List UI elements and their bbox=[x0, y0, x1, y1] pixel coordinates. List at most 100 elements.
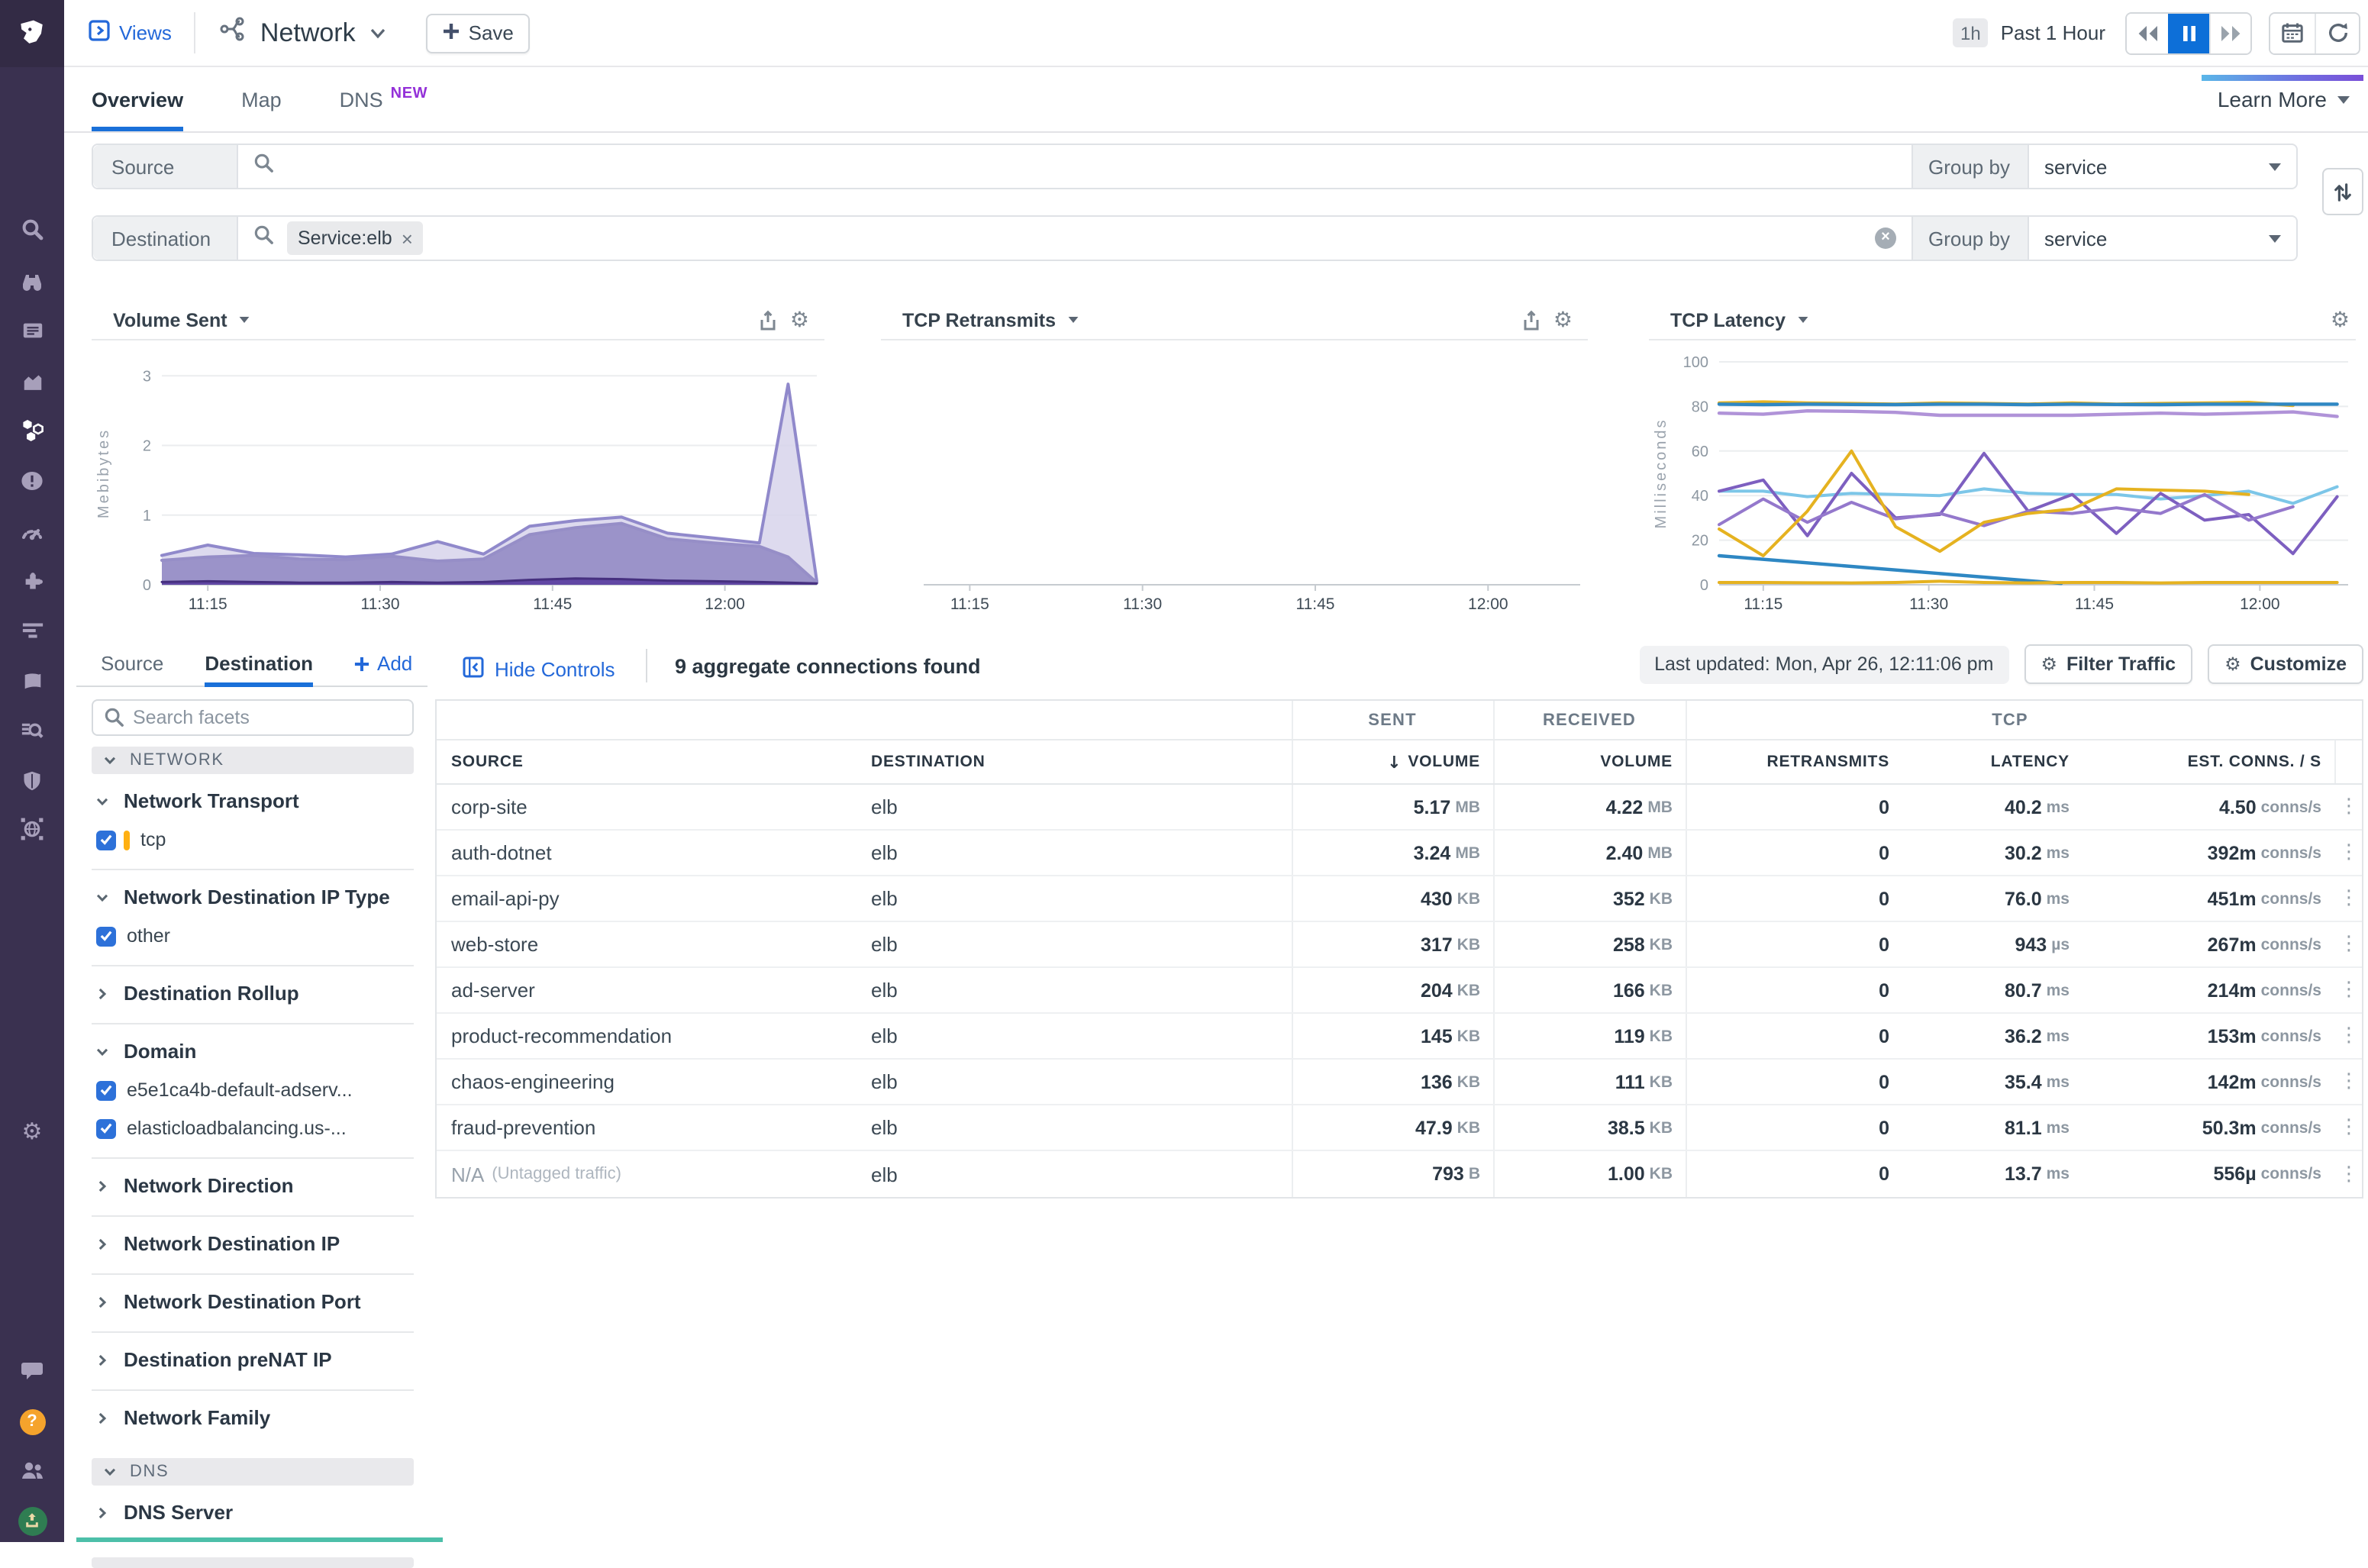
facet-header[interactable]: DNS Server bbox=[92, 1501, 414, 1524]
time-range-label[interactable]: Past 1 Hour bbox=[2001, 21, 2105, 44]
facet-header[interactable]: Network Destination IP Type bbox=[92, 886, 414, 908]
col-received-volume[interactable]: VOLUME bbox=[1492, 740, 1685, 783]
col-retransmits[interactable]: RETRANSMITS bbox=[1685, 740, 1902, 783]
upgrade-icon[interactable] bbox=[0, 1499, 64, 1542]
swap-source-destination-button[interactable] bbox=[2322, 168, 2363, 215]
save-button[interactable]: Save bbox=[426, 13, 531, 53]
chevron-down-icon[interactable] bbox=[1068, 317, 1078, 323]
export-icon[interactable] bbox=[758, 309, 779, 331]
datadog-logo[interactable] bbox=[0, 0, 64, 67]
filter-traffic-button[interactable]: ⚙Filter Traffic bbox=[2024, 644, 2192, 684]
table-row[interactable]: N/A (Untagged traffic)elb793B1.00KB013.7… bbox=[436, 1151, 2361, 1197]
panel-tab-destination[interactable]: Destination bbox=[205, 641, 313, 686]
tab-map[interactable]: Map bbox=[241, 67, 282, 131]
row-menu-kebab-icon[interactable]: ⋮ bbox=[2334, 831, 2364, 875]
facet-header[interactable]: Destination preNAT IP bbox=[92, 1348, 414, 1371]
clear-query-icon[interactable]: × bbox=[1875, 227, 1896, 249]
destination-group-by-select[interactable]: service bbox=[2028, 217, 2296, 260]
nav-watchdog-binoculars-icon[interactable] bbox=[0, 260, 64, 302]
export-icon[interactable] bbox=[1521, 309, 1543, 331]
row-menu-kebab-icon[interactable]: ⋮ bbox=[2334, 968, 2364, 1012]
hide-controls-link[interactable]: Hide Controls bbox=[463, 657, 615, 682]
source-group-by-select[interactable]: service bbox=[2028, 145, 2296, 188]
table-row[interactable]: chaos-engineeringelb136KB111KB035.4ms142… bbox=[436, 1060, 2361, 1105]
calendar-button[interactable] bbox=[2270, 13, 2315, 53]
table-row[interactable]: fraud-preventionelb47.9KB38.5KB081.1ms50… bbox=[436, 1105, 2361, 1151]
nav-metrics-icon[interactable] bbox=[0, 359, 64, 402]
facet-checkbox[interactable] bbox=[96, 830, 116, 850]
row-menu-kebab-icon[interactable]: ⋮ bbox=[2334, 876, 2364, 921]
nav-settings-gear-icon[interactable]: ⚙ bbox=[0, 1110, 64, 1153]
nav-dashboards-icon[interactable] bbox=[0, 308, 64, 351]
table-row[interactable]: web-storeelb317KB258KB0943µs267mconns/s⋮ bbox=[436, 922, 2361, 968]
facet-checkbox[interactable] bbox=[96, 926, 116, 946]
col-source[interactable]: SOURCE bbox=[436, 740, 856, 783]
facet-option[interactable]: elasticloadbalancing.us-... bbox=[92, 1118, 414, 1139]
chat-bubble-icon[interactable] bbox=[0, 1350, 64, 1392]
nav-notebooks-icon[interactable] bbox=[0, 660, 64, 702]
facet-option[interactable]: other bbox=[92, 925, 414, 947]
facet-option[interactable]: tcp bbox=[92, 829, 414, 850]
help-icon[interactable]: ? bbox=[0, 1400, 64, 1443]
pause-button[interactable] bbox=[2168, 13, 2209, 53]
facet-checkbox[interactable] bbox=[96, 1118, 116, 1138]
rewind-button[interactable] bbox=[2127, 13, 2168, 53]
remove-chip-icon[interactable]: × bbox=[402, 228, 413, 248]
gear-icon[interactable]: ⚙ bbox=[2331, 309, 2350, 331]
chart-title-dropdown[interactable]: TCP Latency bbox=[1670, 309, 1786, 331]
nav-integrations-puzzle-icon[interactable] bbox=[0, 560, 64, 603]
col-destination[interactable]: DESTINATION bbox=[856, 740, 1291, 783]
destination-search-input[interactable] bbox=[437, 227, 1861, 250]
row-menu-kebab-icon[interactable]: ⋮ bbox=[2334, 1014, 2364, 1058]
facet-checkbox[interactable] bbox=[96, 1080, 116, 1100]
nav-service-map-icon[interactable] bbox=[0, 409, 64, 452]
refresh-button[interactable] bbox=[2315, 13, 2359, 53]
time-preset-badge[interactable]: 1h bbox=[1953, 18, 1989, 47]
learn-more-dropdown[interactable]: Learn More bbox=[2218, 87, 2350, 111]
row-menu-kebab-icon[interactable]: ⋮ bbox=[2334, 785, 2364, 829]
table-row[interactable]: auth-dotnetelb3.24MB2.40MB030.2ms392mcon… bbox=[436, 831, 2361, 876]
nav-apm-traces-icon[interactable] bbox=[0, 609, 64, 652]
views-button[interactable]: Views bbox=[89, 20, 172, 46]
col-sent-volume[interactable]: ↓VOLUME bbox=[1291, 740, 1492, 783]
table-row[interactable]: product-recommendationelb145KB119KB036.2… bbox=[436, 1014, 2361, 1060]
nav-security-shield-icon[interactable] bbox=[0, 759, 64, 802]
facet-header[interactable]: Network Family bbox=[92, 1406, 414, 1429]
filter-chip-service-elb[interactable]: Service:elb × bbox=[287, 221, 424, 255]
facet-header[interactable]: Network Transport bbox=[92, 789, 414, 812]
source-search-input[interactable] bbox=[287, 155, 1911, 178]
row-menu-kebab-icon[interactable]: ⋮ bbox=[2334, 922, 2364, 966]
facet-group-dns[interactable]: DNS bbox=[92, 1458, 414, 1486]
facet-group-network[interactable]: NETWORK bbox=[92, 747, 414, 774]
table-row[interactable]: email-api-pyelb430KB352KB076.0ms451mconn… bbox=[436, 876, 2361, 922]
facet-header[interactable]: Network Direction bbox=[92, 1174, 414, 1197]
gear-icon[interactable]: ⚙ bbox=[790, 309, 809, 331]
chevron-down-icon[interactable] bbox=[239, 317, 249, 323]
col-est-conns[interactable]: EST. CONNS. / S bbox=[2082, 740, 2334, 783]
facet-header[interactable]: Network Destination IP bbox=[92, 1232, 414, 1255]
facet-option[interactable]: e5e1ca4b-default-adserv... bbox=[92, 1079, 414, 1101]
panel-tab-source[interactable]: Source bbox=[101, 641, 163, 686]
chart-title-dropdown[interactable]: TCP Retransmits bbox=[902, 309, 1056, 331]
fast-forward-button[interactable] bbox=[2209, 13, 2250, 53]
facet-search-input[interactable] bbox=[92, 699, 414, 736]
nav-log-explorer-icon[interactable] bbox=[0, 708, 64, 751]
nav-synthetics-gauge-icon[interactable] bbox=[0, 510, 64, 553]
chart-title-dropdown[interactable]: Volume Sent bbox=[113, 309, 227, 331]
chevron-down-icon[interactable] bbox=[1798, 317, 1808, 323]
facet-header[interactable]: Network Destination Port bbox=[92, 1290, 414, 1313]
row-menu-kebab-icon[interactable]: ⋮ bbox=[2334, 1105, 2364, 1150]
facet-header[interactable]: Domain bbox=[92, 1040, 414, 1063]
nav-monitors-alert-icon[interactable] bbox=[0, 460, 64, 502]
table-row[interactable]: corp-siteelb5.17MB4.22MB040.2ms4.50conns… bbox=[436, 785, 2361, 831]
users-icon[interactable] bbox=[0, 1449, 64, 1492]
tab-dns[interactable]: DNSNEW bbox=[340, 67, 428, 131]
row-menu-kebab-icon[interactable]: ⋮ bbox=[2334, 1151, 2364, 1197]
customize-button[interactable]: ⚙Customize bbox=[2208, 644, 2363, 684]
row-menu-kebab-icon[interactable]: ⋮ bbox=[2334, 1060, 2364, 1104]
col-latency[interactable]: LATENCY bbox=[1902, 740, 2082, 783]
tab-overview[interactable]: Overview bbox=[92, 67, 183, 131]
gear-icon[interactable]: ⚙ bbox=[1553, 309, 1573, 331]
facet-header[interactable]: Destination Rollup bbox=[92, 982, 414, 1005]
facet-panel-scroll-indicator[interactable] bbox=[76, 1537, 443, 1542]
